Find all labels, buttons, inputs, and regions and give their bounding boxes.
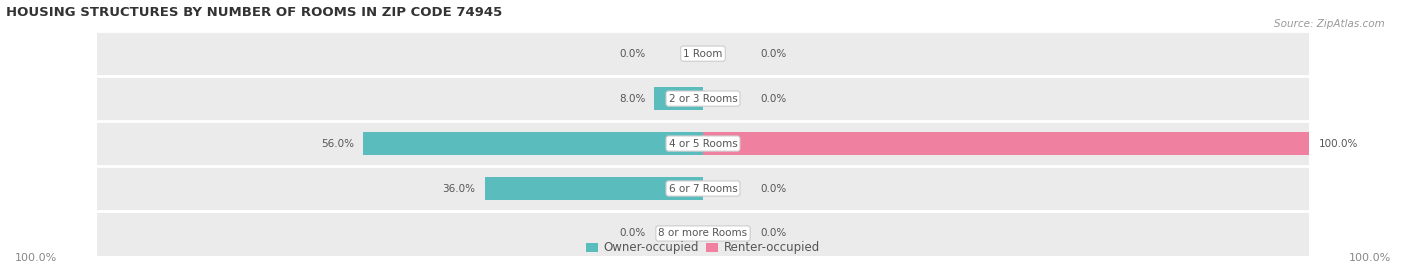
Text: 0.0%: 0.0% bbox=[761, 183, 787, 193]
Text: 36.0%: 36.0% bbox=[443, 183, 475, 193]
Bar bbox=[485, 177, 703, 200]
Text: 56.0%: 56.0% bbox=[322, 139, 354, 148]
Bar bbox=[97, 211, 1309, 256]
Text: 100.0%: 100.0% bbox=[1319, 139, 1358, 148]
Text: 100.0%: 100.0% bbox=[14, 253, 56, 263]
Bar bbox=[363, 132, 703, 155]
Text: 2 or 3 Rooms: 2 or 3 Rooms bbox=[669, 94, 737, 104]
Text: Source: ZipAtlas.com: Source: ZipAtlas.com bbox=[1274, 19, 1385, 29]
Bar bbox=[97, 166, 1309, 211]
Text: 0.0%: 0.0% bbox=[619, 49, 645, 59]
Text: 100.0%: 100.0% bbox=[1350, 253, 1392, 263]
Text: HOUSING STRUCTURES BY NUMBER OF ROOMS IN ZIP CODE 74945: HOUSING STRUCTURES BY NUMBER OF ROOMS IN… bbox=[6, 6, 502, 19]
Bar bbox=[97, 76, 1309, 121]
Text: 8 or more Rooms: 8 or more Rooms bbox=[658, 228, 748, 238]
Bar bbox=[97, 121, 1309, 166]
Bar bbox=[97, 31, 1309, 76]
Text: 0.0%: 0.0% bbox=[761, 49, 787, 59]
Text: 4 or 5 Rooms: 4 or 5 Rooms bbox=[669, 139, 737, 148]
Text: 0.0%: 0.0% bbox=[761, 94, 787, 104]
Bar bbox=[703, 132, 1309, 155]
Text: 6 or 7 Rooms: 6 or 7 Rooms bbox=[669, 183, 737, 193]
Text: 0.0%: 0.0% bbox=[761, 228, 787, 238]
Text: 0.0%: 0.0% bbox=[619, 228, 645, 238]
Legend: Owner-occupied, Renter-occupied: Owner-occupied, Renter-occupied bbox=[581, 237, 825, 259]
Bar bbox=[654, 87, 703, 110]
Text: 8.0%: 8.0% bbox=[619, 94, 645, 104]
Text: 1 Room: 1 Room bbox=[683, 49, 723, 59]
